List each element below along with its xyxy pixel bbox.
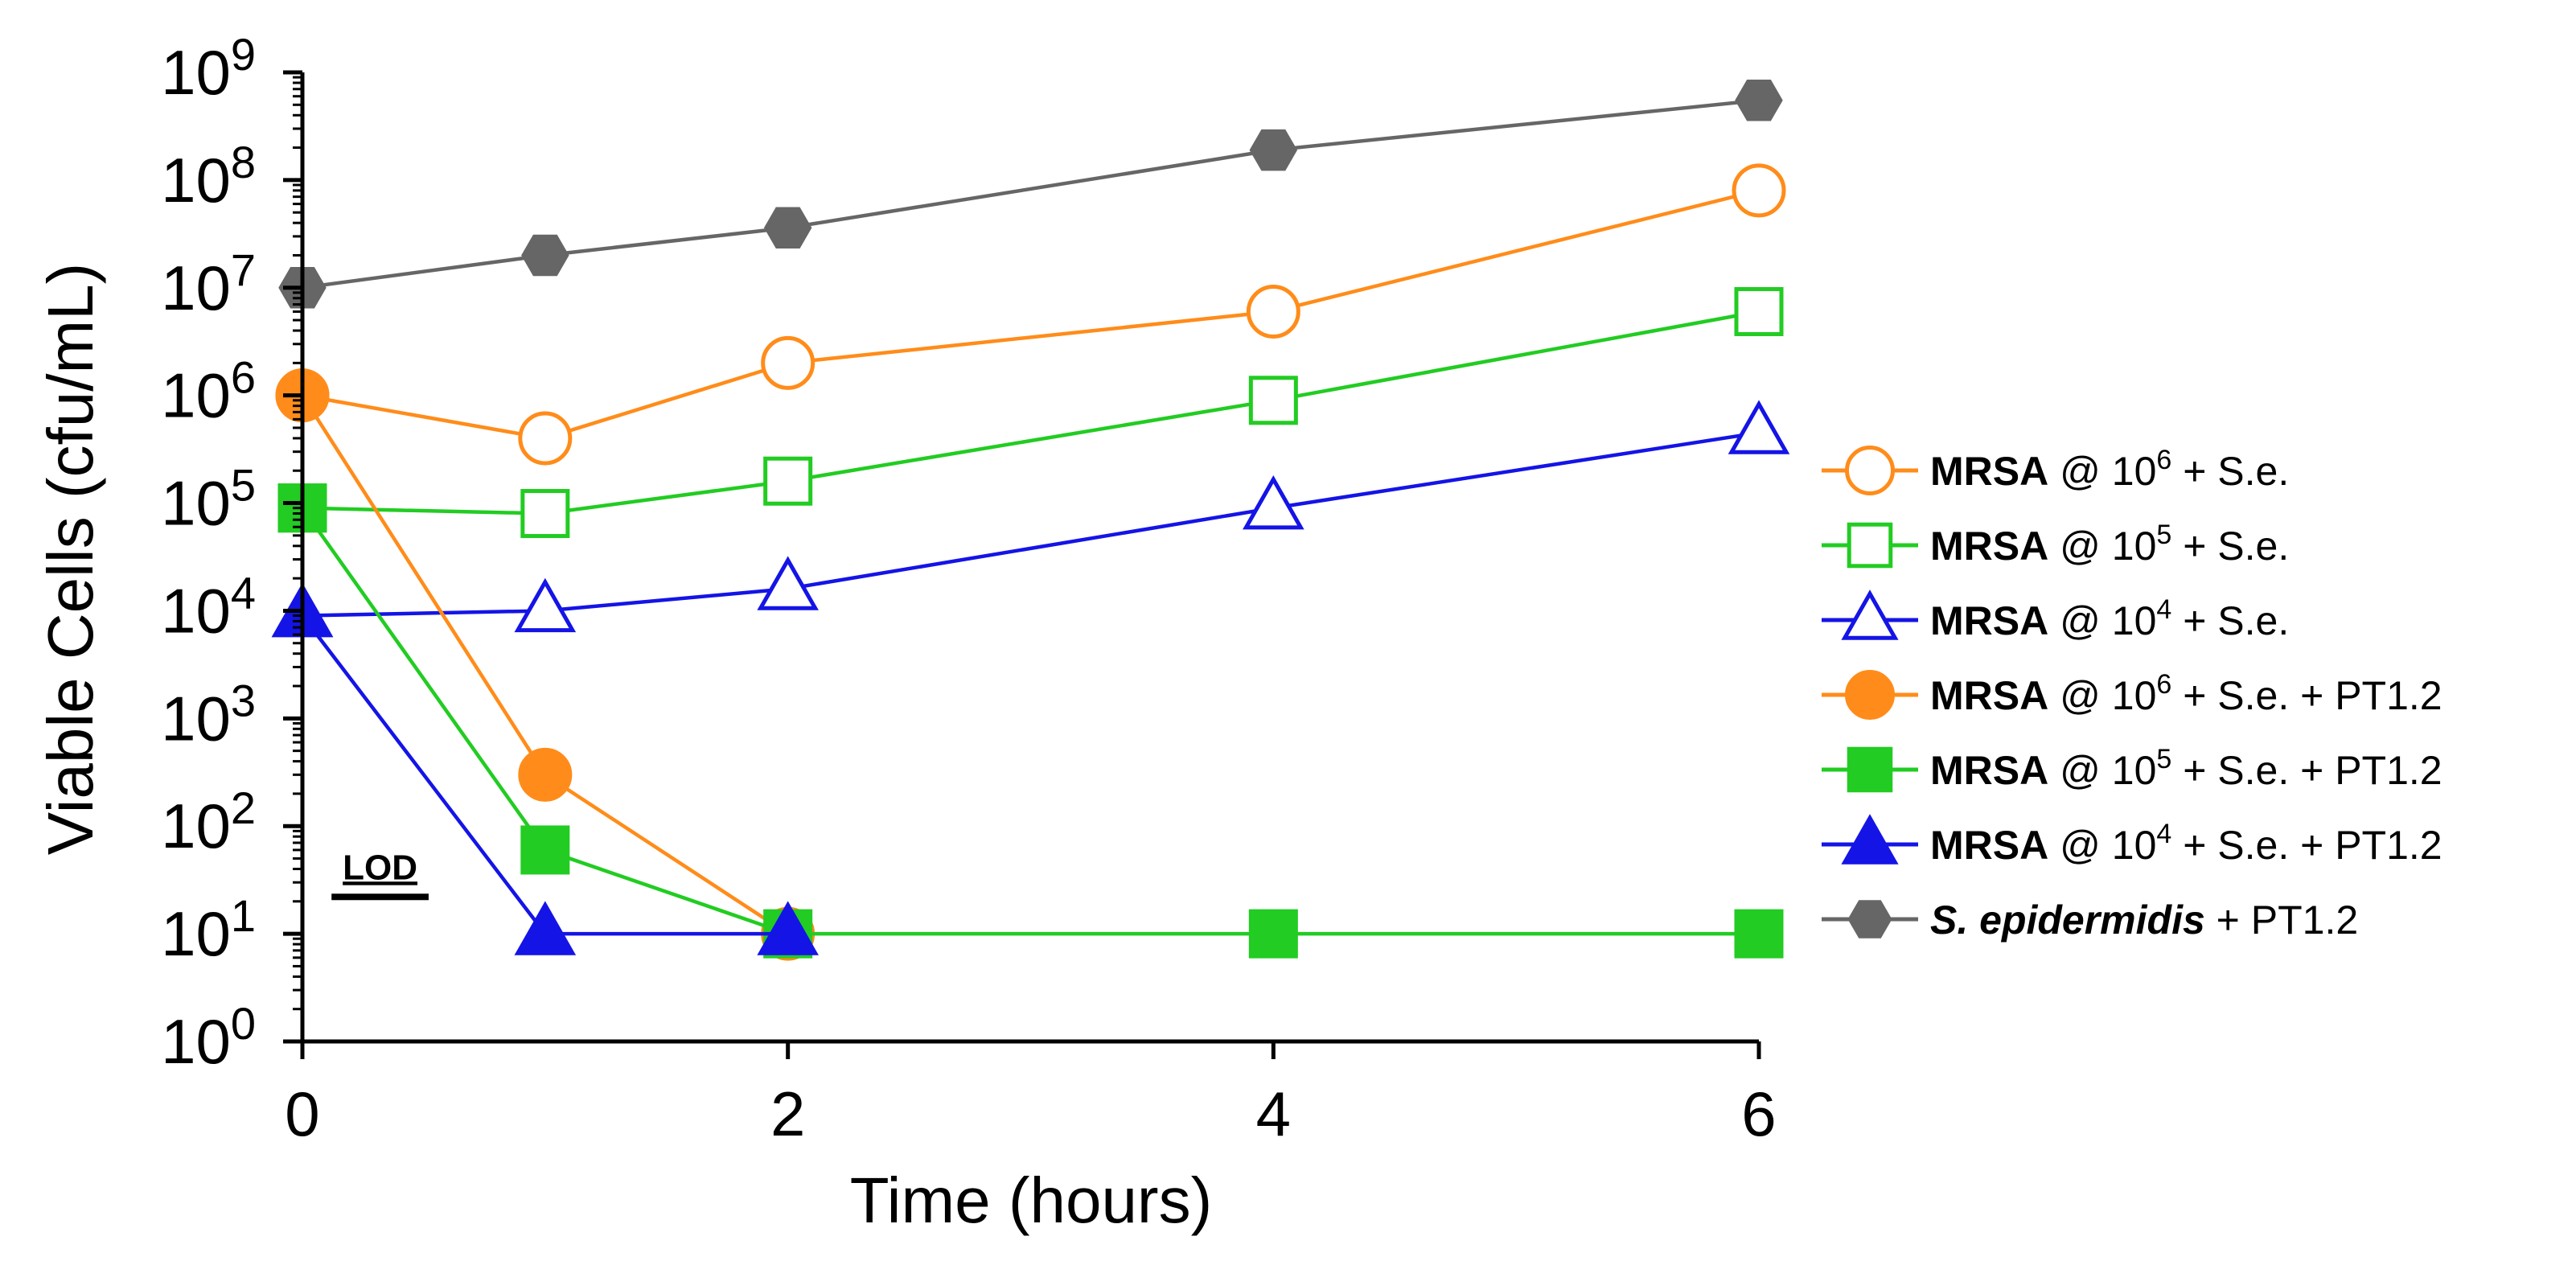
x-tick-label: 4 (1256, 1078, 1291, 1149)
data-point (757, 901, 819, 955)
legend-marker (1841, 589, 1899, 640)
data-point (1732, 163, 1786, 218)
y-tick-label: 100 (161, 998, 256, 1077)
plot-area (271, 80, 1790, 961)
legend-item: S. epidermidis + PT1.2 (1822, 897, 2358, 943)
legend-label: MRSA @ 106 + S.e. + PT1.2 (1930, 669, 2442, 718)
legend-marker (1847, 900, 1892, 939)
data-point (1734, 286, 1784, 336)
data-point (1735, 80, 1783, 121)
data-point (1249, 129, 1298, 171)
legend-item: MRSA @ 104 + S.e. + PT1.2 (1822, 814, 2442, 868)
legend: MRSA @ 106 + S.e. MRSA @ 105 + S.e. MRSA @… (1822, 445, 2442, 943)
y-tick-label: 105 (161, 460, 256, 539)
data-point (1246, 284, 1300, 339)
series-6 (278, 80, 1783, 309)
x-axis: 0 2 4 6 (285, 1039, 1777, 1149)
data-point (1243, 474, 1304, 530)
y-tick-label: 107 (161, 244, 256, 323)
legend-item: MRSA @ 105 + S.e. + PT1.2 (1822, 744, 2442, 793)
x-axis-title: Time (hours) (850, 1164, 1212, 1236)
y-tick-label: 104 (161, 567, 256, 646)
data-point (514, 577, 577, 633)
legend-item: MRSA @ 106 + S.e. (1822, 445, 2289, 496)
y-tick-label: 108 (161, 137, 256, 216)
series-4 (277, 483, 1784, 959)
legend-marker (1844, 669, 1896, 721)
legend-label: MRSA @ 104 + S.e. + PT1.2 (1930, 819, 2442, 868)
series-line (302, 310, 1760, 515)
data-point (1248, 909, 1298, 959)
series-2 (271, 400, 1790, 638)
y-tick-label: 106 (161, 352, 256, 431)
legend-item: MRSA @ 105 + S.e. (1822, 520, 2289, 569)
legend-marker (1847, 746, 1893, 793)
legend-marker (1847, 522, 1893, 569)
data-point (520, 825, 570, 875)
data-point (518, 747, 573, 802)
data-point (521, 234, 569, 277)
y-tick-label: 103 (161, 675, 256, 754)
series-1 (277, 286, 1784, 539)
data-point (1734, 909, 1784, 959)
legend-label: S. epidermidis + PT1.2 (1930, 897, 2358, 943)
y-tick-label: 102 (161, 782, 256, 861)
lod-annotation: LOD (331, 848, 429, 901)
data-point (763, 456, 813, 506)
y-axis: 100 101 102 103 104 105 106 107 108 109 (161, 29, 305, 1077)
legend-label: MRSA @ 105 + S.e. (1930, 520, 2289, 569)
legend-label: MRSA @ 105 + S.e. + PT1.2 (1930, 744, 2442, 793)
data-point (520, 489, 570, 539)
data-point (757, 556, 819, 610)
data-point (763, 207, 812, 249)
x-tick-label: 6 (1741, 1078, 1776, 1149)
series-0 (275, 163, 1786, 466)
series-5 (271, 582, 819, 955)
y-tick-label: 101 (161, 890, 256, 969)
series-line (302, 188, 1760, 441)
x-tick-label: 2 (770, 1078, 805, 1149)
series-line (302, 98, 1760, 290)
legend-label: MRSA @ 104 + S.e. (1930, 594, 2289, 643)
legend-item: MRSA @ 106 + S.e. + PT1.2 (1822, 669, 2442, 721)
data-point (1728, 400, 1790, 454)
legend-item: MRSA @ 104 + S.e. (1822, 589, 2289, 643)
x-tick-label: 0 (285, 1078, 319, 1149)
y-axis-title: Viable Cells (cfu/mL) (35, 263, 106, 856)
legend-label: MRSA @ 106 + S.e. (1930, 445, 2289, 494)
legend-marker (1841, 814, 1899, 865)
data-point (1248, 376, 1298, 425)
y-tick-label: 109 (161, 29, 256, 108)
legend-marker (1844, 445, 1896, 496)
data-point (514, 901, 577, 955)
lod-label: LOD (343, 848, 417, 887)
data-point (761, 335, 816, 390)
data-point (518, 411, 573, 466)
